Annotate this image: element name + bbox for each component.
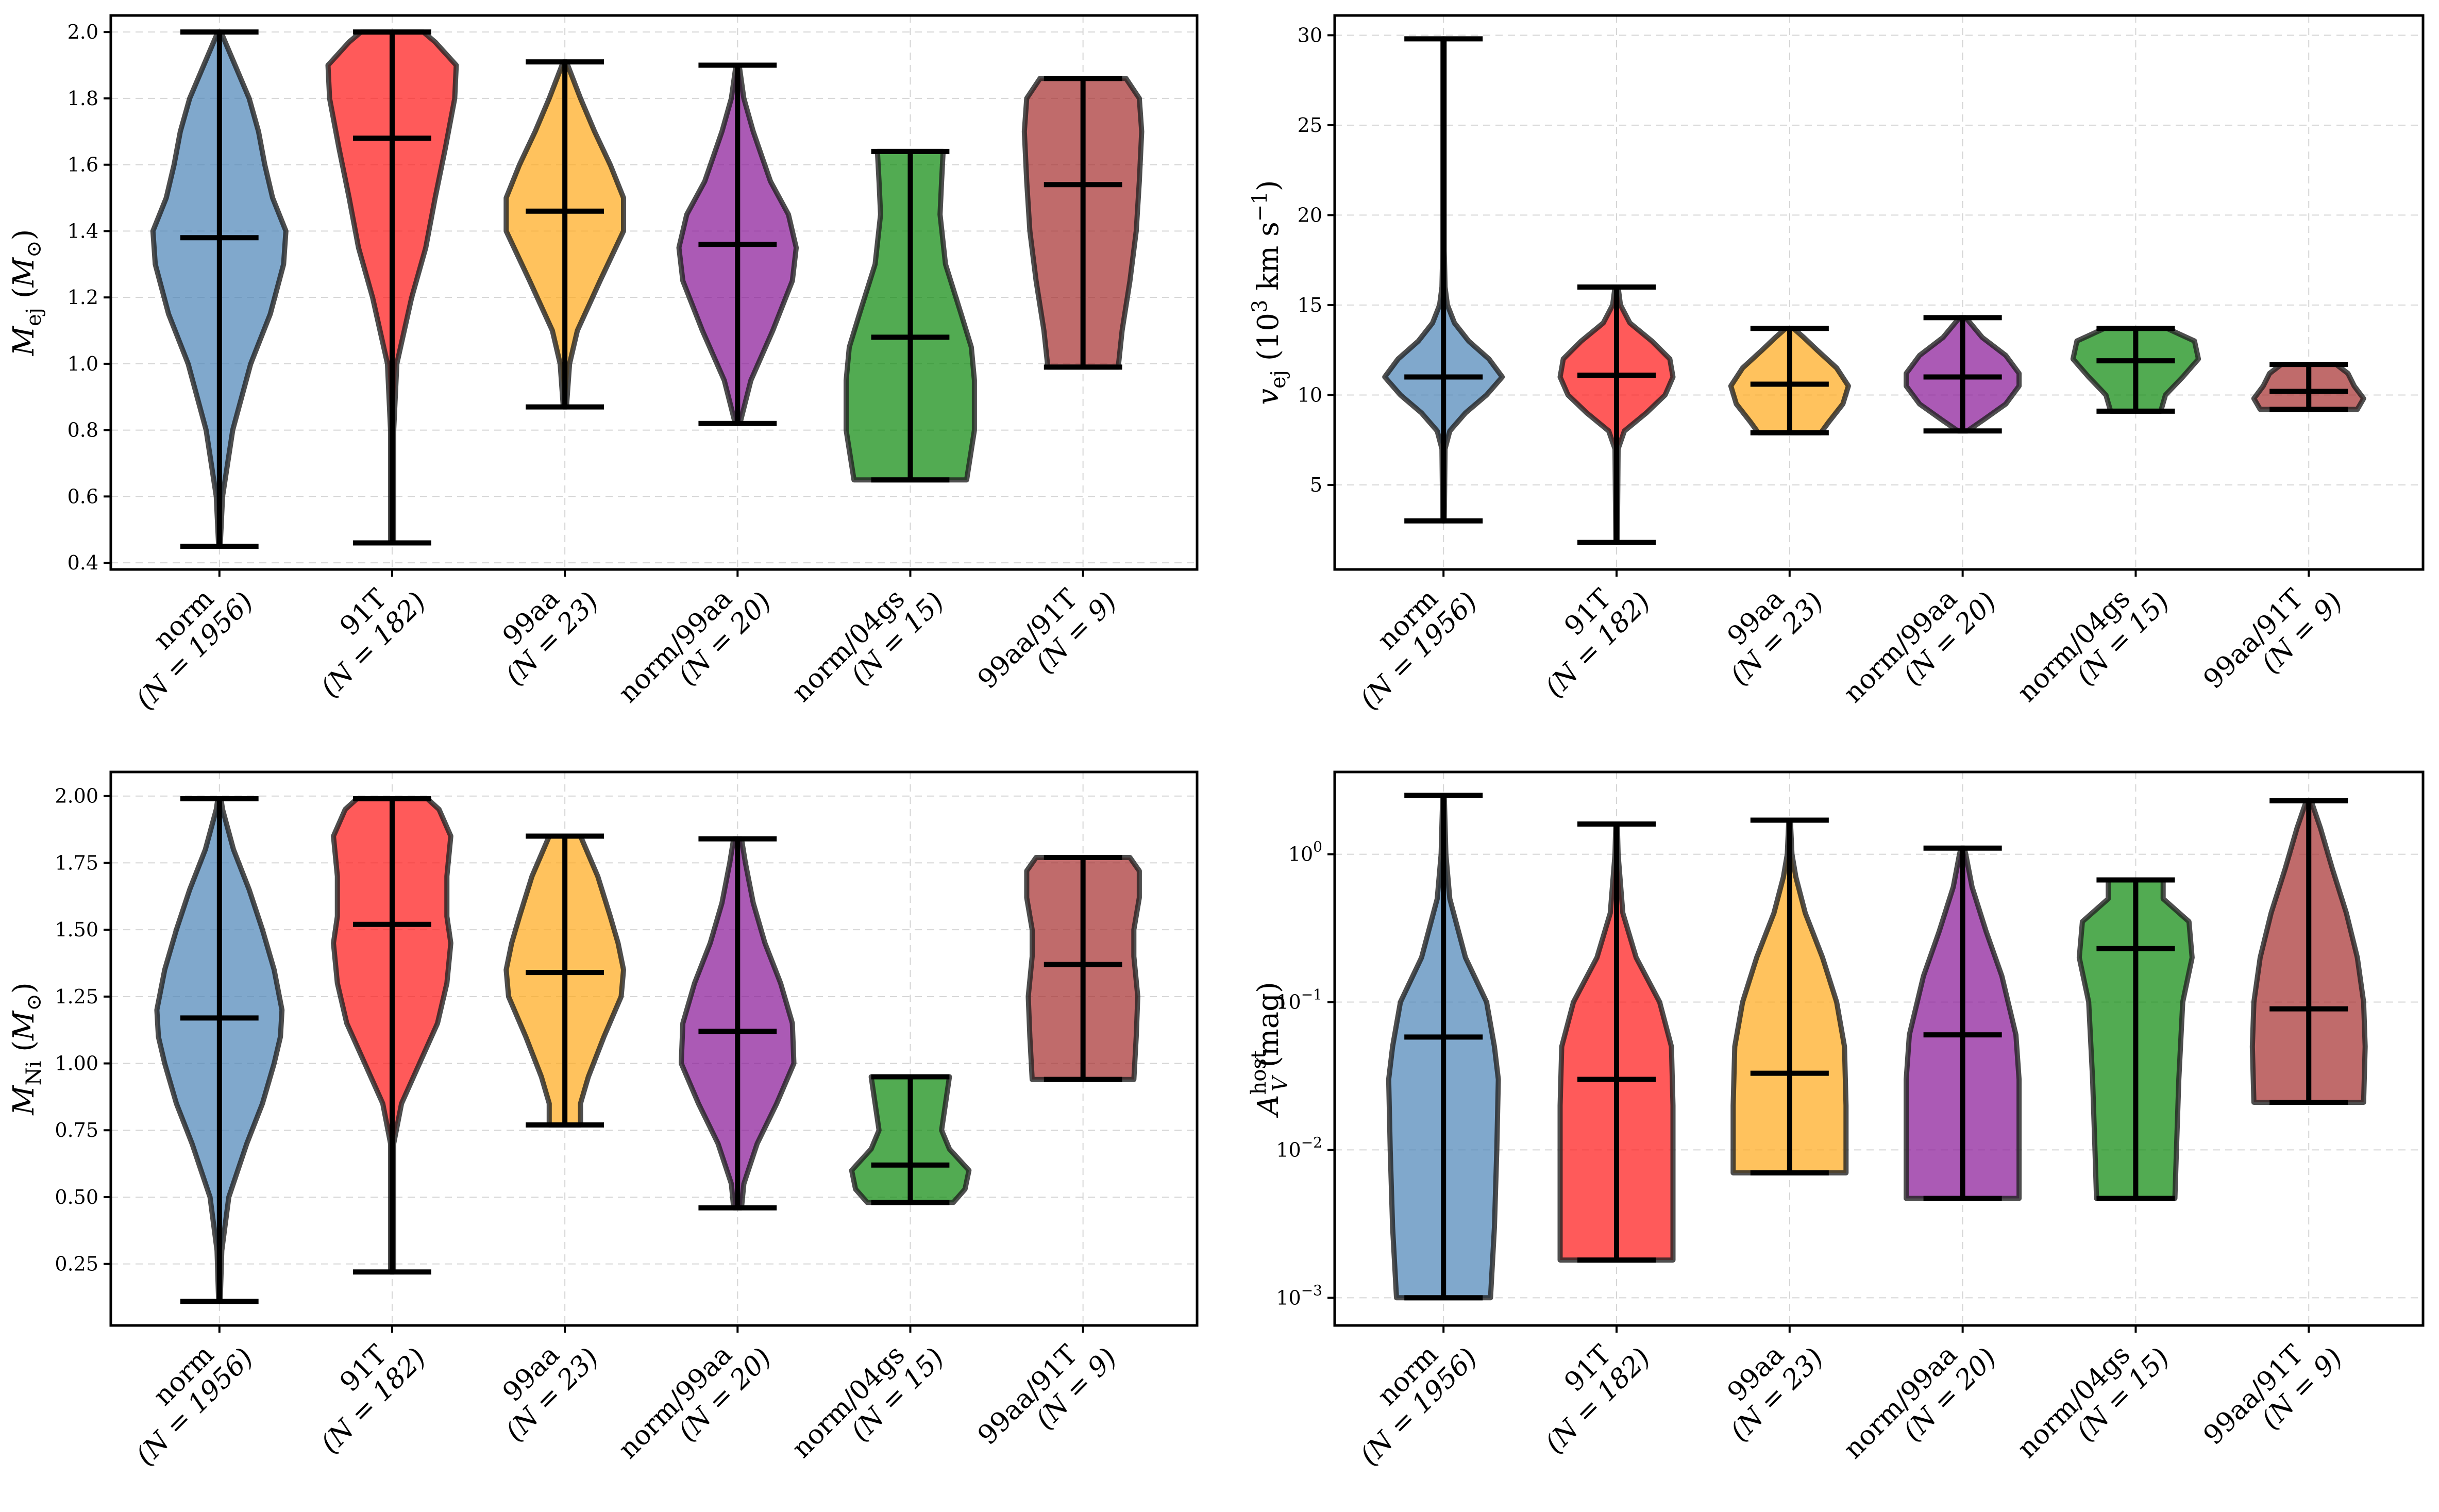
y-tick-label: 1.50 bbox=[55, 918, 98, 941]
x-tick-label: 91T(N = 182) bbox=[1518, 1321, 1657, 1459]
panel-nickel-mass: 0.25 0.50 0.75 1.00 1.25 1.50 1.75 2.00 norm(N =… bbox=[7, 770, 1199, 1486]
x-tick-label: norm/04gs(N = 15) bbox=[2011, 1321, 2176, 1485]
y-tick-label: 10−3 bbox=[1276, 1282, 1322, 1309]
y-tick-label: 10−1 bbox=[1276, 986, 1322, 1014]
violin-group bbox=[849, 1074, 972, 1205]
violin-group bbox=[2076, 877, 2195, 1201]
y-axis-label: Mej (M⊙) bbox=[7, 229, 46, 357]
y-tick-label: 0.50 bbox=[55, 1186, 98, 1208]
violin-group bbox=[325, 29, 459, 546]
y-tick-label: 0.8 bbox=[68, 419, 98, 442]
violin-group bbox=[150, 29, 289, 549]
y-tick-label: 1.8 bbox=[68, 87, 98, 110]
y-tick-label: 20 bbox=[1298, 204, 1322, 226]
x-tick-label: norm(N = 1956) bbox=[109, 565, 259, 715]
violin-group bbox=[1904, 845, 2022, 1201]
violin-group bbox=[844, 148, 977, 483]
x-tick-label: 99aa/91T(N = 9) bbox=[972, 1321, 1123, 1472]
x-tick-label: norm/04gs(N = 15) bbox=[786, 1321, 950, 1485]
violin-group bbox=[1904, 315, 2022, 434]
violin-group bbox=[1557, 821, 1676, 1263]
y-tick-label: 0.4 bbox=[68, 551, 98, 574]
violin-group bbox=[1386, 793, 1501, 1301]
y-tick-label: 0.6 bbox=[68, 485, 98, 508]
x-tick-label: norm(N = 1956) bbox=[1333, 565, 1484, 715]
y-tick-label: 1.00 bbox=[55, 1052, 98, 1075]
y-tick-label: 15 bbox=[1298, 294, 1322, 316]
x-tick-label: 99aa/91T(N = 9) bbox=[2198, 565, 2349, 716]
violin-group bbox=[503, 59, 626, 410]
y-tick-label: 1.25 bbox=[55, 985, 98, 1008]
x-tick-label: 99aa(N = 23) bbox=[478, 1321, 604, 1447]
axes-frame bbox=[109, 770, 1199, 1327]
y-axis-label: vej (103 km s−1) bbox=[1248, 180, 1290, 405]
x-tick-label: norm/04gs(N = 15) bbox=[2011, 565, 2176, 729]
axes-frame bbox=[109, 14, 1199, 571]
y-tick-label: 0.75 bbox=[55, 1119, 98, 1141]
x-tick-label: norm(N = 1956) bbox=[1333, 1321, 1484, 1471]
violin-group bbox=[1024, 855, 1142, 1082]
x-tick-label: 91T(N = 182) bbox=[1518, 565, 1657, 703]
y-tick-label: 1.2 bbox=[68, 286, 98, 309]
violin-group bbox=[679, 836, 797, 1211]
y-tick-label: 0.25 bbox=[55, 1253, 98, 1275]
y-tick-label: 10 bbox=[1298, 383, 1322, 406]
x-tick-label: norm/99aa(N = 20) bbox=[1838, 1321, 2003, 1486]
y-tick-label: 2.0 bbox=[68, 21, 98, 43]
violin-group bbox=[2249, 798, 2368, 1105]
x-tick-label: norm/99aa(N = 20) bbox=[1838, 565, 2003, 730]
x-tick-label: 99aa(N = 23) bbox=[478, 565, 604, 691]
x-tick-label: 91T(N = 182) bbox=[294, 565, 432, 703]
axes-frame bbox=[1333, 770, 2425, 1327]
x-tick-label: norm/99aa(N = 20) bbox=[613, 1321, 778, 1486]
violin-group bbox=[503, 833, 626, 1128]
panel-ejecta-velocity: 5 10 15 20 25 30 norm(N = 1956) 91T(N = 182) 99a… bbox=[1248, 14, 2425, 730]
x-tick-label: norm/99aa(N = 20) bbox=[613, 565, 778, 730]
violin-group bbox=[1730, 817, 1849, 1175]
x-tick-label: 91T(N = 182) bbox=[294, 1321, 432, 1459]
y-tick-label: 5 bbox=[1310, 474, 1322, 496]
grid bbox=[1335, 15, 2423, 569]
y-axis-label: AhostV (mag) bbox=[1247, 982, 1292, 1118]
y-tick-label: 1.6 bbox=[68, 154, 98, 176]
violin-group bbox=[1728, 326, 1851, 435]
y-tick-label: 1.75 bbox=[55, 851, 98, 874]
y-tick-label: 2.00 bbox=[55, 785, 98, 808]
violin-group bbox=[1557, 284, 1676, 545]
violin-group bbox=[154, 796, 285, 1304]
x-tick-label: norm/04gs(N = 15) bbox=[786, 565, 950, 729]
violin-group bbox=[2251, 362, 2366, 412]
violin-group bbox=[1021, 76, 1145, 370]
y-tick-label: 10−2 bbox=[1276, 1134, 1322, 1161]
panel-host-extinction: 10−3 10−2 10−1 100 norm(N = 1956) 91T(N = 182… bbox=[1247, 770, 2425, 1486]
x-tick-label: 99aa(N = 23) bbox=[1703, 565, 1829, 691]
x-tick-label: 99aa/91T(N = 9) bbox=[2198, 1321, 2349, 1472]
y-tick-label: 100 bbox=[1288, 838, 1322, 866]
x-tick-label: 99aa/91T(N = 9) bbox=[972, 565, 1123, 716]
violin-group bbox=[1382, 36, 1505, 524]
violin-group bbox=[676, 62, 799, 426]
axes-frame bbox=[1333, 14, 2425, 571]
y-tick-label: 25 bbox=[1298, 114, 1322, 137]
y-tick-label: 30 bbox=[1298, 24, 1322, 46]
y-tick-label: 1.0 bbox=[68, 352, 98, 375]
violin-group bbox=[331, 796, 453, 1275]
x-tick-label: norm(N = 1956) bbox=[109, 1321, 259, 1471]
y-axis-label: MNi (M⊙) bbox=[7, 982, 46, 1116]
x-tick-label: 99aa(N = 23) bbox=[1703, 1321, 1829, 1447]
y-tick-label: 1.4 bbox=[68, 220, 98, 242]
panel-ejecta-mass: 0.4 0.6 0.8 1.0 1.2 1.4 1.6 1.8 2.0 norm(N = 1956… bbox=[7, 14, 1199, 730]
violin-group bbox=[2070, 326, 2201, 414]
